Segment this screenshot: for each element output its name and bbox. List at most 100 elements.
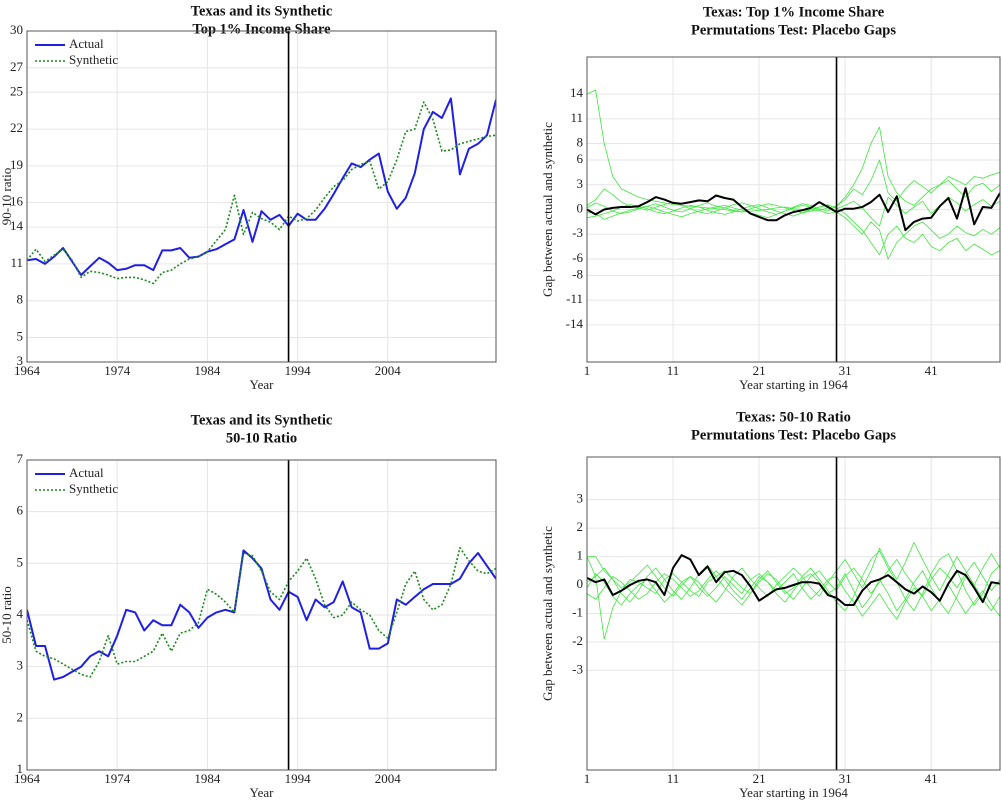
x-tick-label: 1994 — [285, 771, 312, 786]
y-tick-label: 0 — [577, 200, 584, 215]
y-tick-label: 3 — [577, 491, 584, 506]
y-tick-label: 2 — [577, 519, 584, 534]
x-tick-label: 1994 — [285, 363, 312, 378]
data-line — [587, 89, 1000, 213]
x-tick-label: 41 — [925, 771, 938, 786]
series-group — [587, 542, 1000, 640]
y-tick-label: -3 — [572, 661, 583, 676]
plot-frame — [586, 456, 1001, 771]
plot-frame — [26, 30, 497, 363]
x-tick-label: 21 — [753, 771, 766, 786]
y-tick-label: 2 — [17, 709, 24, 724]
y-tick-label: 25 — [10, 83, 23, 98]
x-tick-label: 1964 — [14, 771, 41, 786]
y-tick-label: 14 — [10, 218, 24, 233]
chart-title: Texas and its Synthetic — [191, 3, 333, 19]
y-tick-label: -11 — [566, 291, 583, 306]
y-tick-label: 1 — [577, 548, 584, 563]
data-line — [587, 556, 1000, 640]
x-tick-label: 1974 — [104, 771, 131, 786]
chart-panel: Texas: 50-10 Ratio Permutations Test: Pla… — [540, 409, 1001, 800]
y-tick-label: 11 — [10, 255, 23, 270]
series-group — [27, 547, 496, 681]
data-line — [27, 97, 496, 276]
plot-frame — [26, 459, 497, 771]
y-tick-label: 16 — [10, 194, 24, 209]
y-tick-label: -6 — [572, 250, 583, 265]
data-line — [587, 542, 1000, 603]
x-tick-label: 41 — [925, 363, 938, 378]
y-tick-label: 0 — [577, 576, 584, 591]
y-tick-label: 19 — [10, 157, 23, 172]
y-tick-label: 4 — [17, 606, 24, 621]
chart-panel: Texas and its Synthetic 50-10 Ratio 1964 19… — [0, 412, 497, 800]
x-tick-label: 21 — [753, 363, 766, 378]
y-tick-label: -1 — [572, 604, 583, 619]
chart-subtitle: Top 1% Income Share — [192, 21, 331, 37]
data-line — [27, 549, 496, 681]
chart-panel: Texas: Top 1% Income Share Permutations T… — [540, 4, 1001, 392]
data-line — [587, 205, 1000, 260]
data-line — [27, 547, 496, 678]
x-tick-label: 1964 — [14, 363, 41, 378]
data-line — [27, 101, 496, 285]
x-tick-label: 31 — [839, 363, 852, 378]
chart-title: Texas: Top 1% Income Share — [703, 4, 885, 20]
y-tick-label: 8 — [577, 135, 584, 150]
x-tick-label: 1974 — [104, 363, 131, 378]
y-tick-label: 6 — [17, 503, 24, 518]
x-tick-label: 1984 — [194, 363, 221, 378]
y-tick-label: 5 — [17, 554, 24, 569]
x-tick-label: 31 — [839, 771, 852, 786]
data-line — [587, 554, 1000, 606]
legend-label: Actual — [69, 36, 104, 51]
chart-subtitle: 50-10 Ratio — [226, 430, 297, 446]
y-tick-label: 7 — [17, 451, 24, 466]
x-tick-label: 1 — [584, 771, 591, 786]
y-axis-label: Gap between actual and synthetic — [540, 526, 555, 701]
plot-area — [27, 31, 496, 362]
x-tick-label: 1984 — [194, 771, 221, 786]
y-axis-label: 50-10 ratio — [0, 586, 14, 643]
x-axis-label: Year starting in 1964 — [739, 785, 848, 800]
chart-panel: Texas and its Synthetic Top 1% Income Sha… — [0, 3, 497, 392]
plot-frame — [586, 56, 1001, 363]
y-tick-label: 6 — [577, 151, 584, 166]
y-tick-label: 30 — [10, 22, 23, 37]
data-line — [587, 573, 1000, 620]
y-tick-label: 8 — [17, 292, 24, 307]
chart-subtitle: Permutations Test: Placebo Gaps — [691, 22, 896, 38]
chart-subtitle: Permutations Test: Placebo Gaps — [691, 427, 896, 443]
series-group — [587, 89, 1000, 260]
x-axis-label: Year starting in 1964 — [739, 377, 848, 392]
y-tick-label: 22 — [10, 120, 23, 135]
y-tick-label: 1 — [17, 761, 24, 776]
x-tick-label: 2004 — [375, 363, 402, 378]
data-line — [587, 196, 1000, 227]
legend-label: Synthetic — [69, 481, 118, 496]
chart-title: Texas and its Synthetic — [191, 412, 333, 428]
y-tick-label: 5 — [17, 328, 24, 343]
data-line — [587, 204, 1000, 256]
y-tick-label: 27 — [10, 59, 24, 74]
y-axis-label: Gap between actual and synthetic — [540, 122, 555, 297]
y-tick-label: -14 — [566, 316, 584, 331]
x-tick-label: 1 — [584, 363, 591, 378]
data-line — [587, 187, 1000, 232]
x-tick-label: 11 — [667, 363, 680, 378]
data-line — [587, 550, 1000, 612]
y-tick-label: 3 — [17, 353, 24, 368]
y-tick-label: 3 — [577, 176, 584, 191]
y-tick-label: -3 — [572, 225, 583, 240]
data-line — [587, 159, 1000, 215]
x-axis-label: Year — [250, 377, 275, 392]
legend-label: Synthetic — [69, 52, 118, 67]
legend-label: Actual — [69, 465, 104, 480]
y-tick-label: -8 — [572, 266, 583, 281]
y-axis-label: 90-10 ratio — [0, 168, 14, 225]
chart-title: Texas: 50-10 Ratio — [736, 409, 851, 425]
series-group — [27, 97, 496, 285]
y-tick-label: 11 — [570, 110, 583, 125]
